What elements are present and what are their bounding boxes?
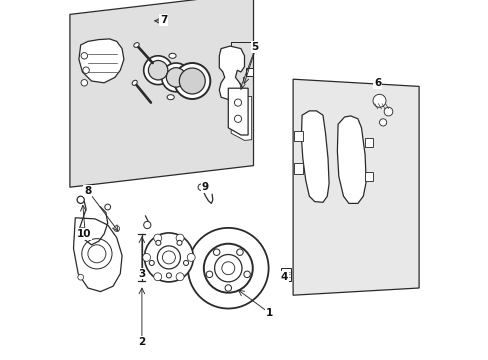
- Circle shape: [176, 273, 183, 281]
- Circle shape: [153, 234, 162, 242]
- Circle shape: [198, 184, 204, 190]
- Circle shape: [174, 63, 210, 99]
- Ellipse shape: [168, 53, 176, 58]
- FancyBboxPatch shape: [365, 172, 373, 181]
- Circle shape: [88, 245, 106, 263]
- Circle shape: [166, 68, 185, 87]
- Circle shape: [177, 240, 182, 246]
- Circle shape: [78, 274, 83, 280]
- Circle shape: [234, 99, 241, 106]
- FancyBboxPatch shape: [245, 68, 253, 76]
- Polygon shape: [73, 218, 122, 292]
- Ellipse shape: [132, 80, 137, 85]
- Circle shape: [144, 233, 193, 282]
- Circle shape: [236, 249, 243, 256]
- Circle shape: [187, 228, 268, 309]
- Text: 9: 9: [201, 182, 208, 192]
- Circle shape: [203, 244, 252, 293]
- Polygon shape: [301, 111, 328, 202]
- Ellipse shape: [167, 95, 174, 100]
- Circle shape: [379, 119, 386, 126]
- Polygon shape: [70, 0, 253, 187]
- Circle shape: [156, 240, 161, 246]
- Circle shape: [244, 271, 250, 278]
- Circle shape: [81, 80, 87, 86]
- Circle shape: [104, 204, 110, 210]
- Text: 8: 8: [84, 186, 91, 196]
- Circle shape: [372, 94, 385, 107]
- Circle shape: [179, 68, 205, 94]
- FancyBboxPatch shape: [365, 138, 373, 147]
- Circle shape: [142, 253, 150, 261]
- Circle shape: [143, 56, 172, 85]
- Circle shape: [81, 239, 112, 269]
- Circle shape: [80, 228, 85, 233]
- Circle shape: [157, 246, 180, 269]
- Circle shape: [384, 107, 392, 116]
- Polygon shape: [337, 116, 366, 203]
- Circle shape: [143, 221, 151, 229]
- Polygon shape: [231, 96, 251, 140]
- Circle shape: [82, 67, 89, 73]
- Circle shape: [176, 234, 183, 242]
- FancyBboxPatch shape: [294, 131, 302, 141]
- FancyBboxPatch shape: [294, 163, 302, 174]
- Ellipse shape: [134, 42, 139, 48]
- Circle shape: [77, 196, 84, 203]
- Circle shape: [149, 260, 154, 265]
- Text: 4: 4: [280, 272, 287, 282]
- Circle shape: [224, 285, 231, 291]
- Circle shape: [183, 260, 188, 265]
- Circle shape: [213, 249, 220, 256]
- Polygon shape: [292, 79, 418, 295]
- Text: 5: 5: [251, 42, 258, 52]
- Polygon shape: [219, 46, 244, 100]
- Circle shape: [153, 273, 162, 281]
- Circle shape: [148, 60, 167, 80]
- Circle shape: [166, 273, 171, 278]
- Text: 2: 2: [138, 337, 145, 347]
- Circle shape: [234, 115, 241, 122]
- Text: 1: 1: [265, 308, 273, 318]
- Circle shape: [81, 53, 87, 59]
- Circle shape: [162, 63, 190, 92]
- Text: 3: 3: [138, 269, 145, 279]
- Text: 6: 6: [373, 78, 381, 88]
- Circle shape: [222, 262, 234, 275]
- Circle shape: [162, 251, 175, 264]
- FancyBboxPatch shape: [280, 268, 291, 281]
- Polygon shape: [228, 88, 247, 135]
- Text: 7: 7: [160, 15, 167, 25]
- Circle shape: [206, 271, 212, 278]
- Circle shape: [114, 226, 120, 231]
- Circle shape: [214, 255, 242, 282]
- Circle shape: [187, 253, 195, 261]
- Polygon shape: [79, 39, 123, 83]
- Text: 10: 10: [77, 229, 91, 239]
